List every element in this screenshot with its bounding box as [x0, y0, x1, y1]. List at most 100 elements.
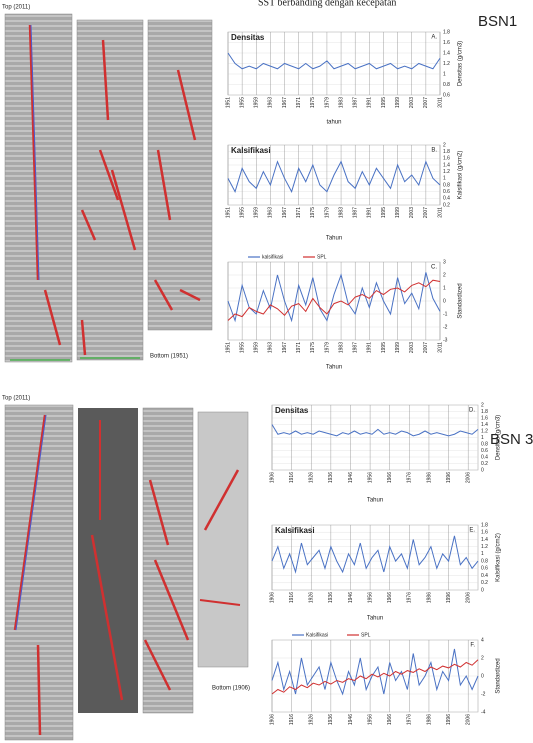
- data-line: [227, 160, 441, 193]
- y-tick-label: 3: [443, 259, 446, 265]
- x-tick-label: 1995: [381, 207, 387, 218]
- header-text: SST berbanding dengan kecepatan: [258, 0, 396, 8]
- y-tick-label: 0.4: [481, 454, 488, 460]
- y-tick-label: 1.8: [481, 522, 488, 528]
- x-tick-label: 1955: [239, 207, 245, 218]
- y-tick-label: 0.8: [443, 182, 450, 188]
- x-tick-label: 1959: [254, 97, 260, 108]
- x-tick-label: 1967: [282, 97, 288, 108]
- x-tick-label: 1955: [239, 97, 245, 108]
- x-tick-label: 1986: [426, 592, 432, 603]
- panel-letter: D.: [469, 408, 475, 414]
- x-tick-label: 1946: [348, 592, 354, 603]
- x-tick-label: 2007: [423, 97, 429, 108]
- y-tick-label: 1: [443, 285, 446, 291]
- y-tick-label: 0: [481, 673, 484, 679]
- data-line: [271, 659, 479, 695]
- x-tick-label: 2011: [437, 342, 443, 353]
- x-tick-label: 1986: [426, 714, 432, 725]
- x-tick-label: 1951: [225, 342, 231, 353]
- y-tick-label: -3: [443, 337, 448, 343]
- x-tick-label: 1906: [269, 472, 275, 483]
- x-tick-label: 1979: [324, 207, 330, 218]
- x-tick-label: 1966: [387, 472, 393, 483]
- legend-label: SPL: [361, 632, 371, 638]
- x-tick-label: 1956: [367, 592, 373, 603]
- x-tick-label: 2011: [437, 97, 443, 108]
- x-tick-label: 1995: [381, 342, 387, 353]
- data-line: [227, 52, 441, 70]
- x-tick-label: 2006: [466, 714, 472, 725]
- x-tick-label: 1975: [310, 97, 316, 108]
- x-tick-label: 1916: [289, 592, 295, 603]
- panel-letter: A.: [431, 35, 437, 41]
- panel-letter: F.: [470, 643, 475, 649]
- x-tick-label: 1966: [387, 714, 393, 725]
- y-tick-label: 1.6: [481, 415, 488, 421]
- y-tick-label: 1.2: [443, 61, 450, 67]
- chart-title: Densitas: [275, 406, 309, 415]
- plot-area: [271, 524, 479, 591]
- core-images-bsn3: [4, 404, 249, 741]
- x-tick-label: 1979: [324, 342, 330, 353]
- y-tick-label: 0.2: [443, 202, 450, 208]
- x-tick-label: 1995: [381, 97, 387, 108]
- y-tick-label: 0.4: [443, 196, 450, 202]
- x-tick-label: 1956: [367, 472, 373, 483]
- x-axis-label: Tahun: [367, 498, 383, 504]
- x-tick-label: 1999: [395, 207, 401, 218]
- legend-label: SPL: [317, 254, 327, 260]
- x-tick-label: 1906: [269, 714, 275, 725]
- x-tick-label: 1999: [395, 342, 401, 353]
- x-tick-label: 2006: [466, 592, 472, 603]
- x-tick-label: 1975: [310, 342, 316, 353]
- y-tick-label: 0.6: [443, 189, 450, 195]
- x-tick-label: 1906: [269, 592, 275, 603]
- x-tick-label: 1983: [338, 207, 344, 218]
- y-tick-label: 0: [481, 587, 484, 593]
- x-tick-label: 1963: [268, 207, 274, 218]
- x-tick-label: 1976: [407, 592, 413, 603]
- x-tick-label: 1951: [225, 207, 231, 218]
- x-tick-label: 1963: [268, 342, 274, 353]
- chart-title: Kalsifikasi: [231, 146, 271, 155]
- y-axis-label: Kalsifikasi (g/cm2): [458, 151, 464, 200]
- y-tick-label: -1: [443, 311, 448, 317]
- y-tick-label: 1.8: [443, 29, 450, 35]
- chart: 00.20.40.60.811.21.41.61.82 1906 1916 1926 1…: [269, 402, 501, 503]
- chart-title: Densitas: [231, 33, 265, 42]
- panel-label: BSN 3: [490, 431, 533, 448]
- legend-label: Kalsifikasi: [306, 632, 328, 638]
- x-tick-label: 1916: [289, 472, 295, 483]
- x-tick-label: 1983: [338, 97, 344, 108]
- y-tick-label: 1.6: [443, 156, 450, 162]
- y-tick-label: 0.8: [481, 558, 488, 564]
- x-tick-label: 1926: [309, 592, 315, 603]
- y-tick-label: 4: [481, 637, 484, 643]
- y-tick-label: 1.2: [481, 428, 488, 434]
- y-tick-label: 1: [481, 435, 484, 441]
- y-tick-label: 1.8: [481, 409, 488, 415]
- x-tick-label: 1936: [328, 714, 334, 725]
- x-tick-label: 1983: [338, 342, 344, 353]
- x-tick-label: 1936: [328, 592, 334, 603]
- y-tick-label: 0.8: [443, 82, 450, 88]
- legend-label: kalsifikasi: [262, 254, 283, 260]
- y-tick-label: 0.6: [481, 448, 488, 454]
- y-tick-label: 1.4: [481, 537, 488, 543]
- x-tick-label: 1987: [353, 97, 359, 108]
- data-line: [271, 424, 479, 437]
- y-tick-label: 0.6: [443, 92, 450, 98]
- y-tick-label: 2: [443, 142, 446, 148]
- x-tick-label: 1971: [296, 342, 302, 353]
- x-tick-label: 1916: [289, 714, 295, 725]
- x-tick-label: 2007: [423, 342, 429, 353]
- x-tick-label: 1955: [239, 342, 245, 353]
- x-axis-label: tahun: [326, 120, 341, 126]
- x-tick-label: 2003: [409, 342, 415, 353]
- x-tick-label: 1946: [348, 472, 354, 483]
- chart-title: Kalsifikasi: [275, 526, 315, 535]
- x-tick-label: 1951: [225, 97, 231, 108]
